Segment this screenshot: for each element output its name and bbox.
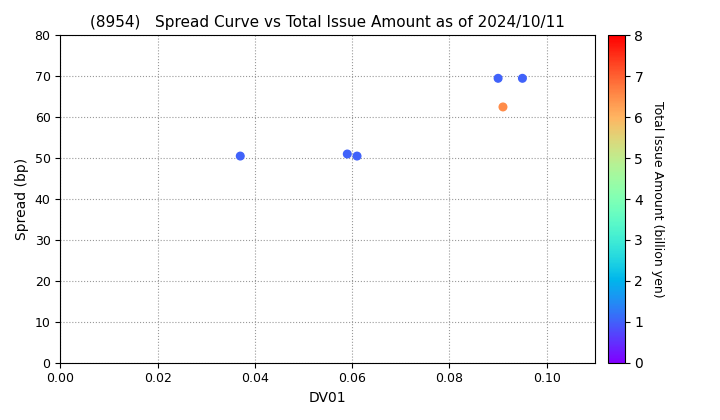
Point: [498, 104, 509, 110]
Y-axis label: Spread (bp): Spread (bp): [15, 158, 29, 240]
Y-axis label: Total Issue Amount (billion yen): Total Issue Amount (billion yen): [651, 101, 664, 297]
Point: [235, 153, 246, 160]
Point: [341, 151, 353, 158]
Point: [517, 75, 528, 81]
Point: [351, 153, 363, 160]
Point: [492, 75, 504, 81]
X-axis label: DV01: DV01: [309, 391, 346, 405]
Title: (8954)   Spread Curve vs Total Issue Amount as of 2024/10/11: (8954) Spread Curve vs Total Issue Amoun…: [91, 15, 565, 30]
